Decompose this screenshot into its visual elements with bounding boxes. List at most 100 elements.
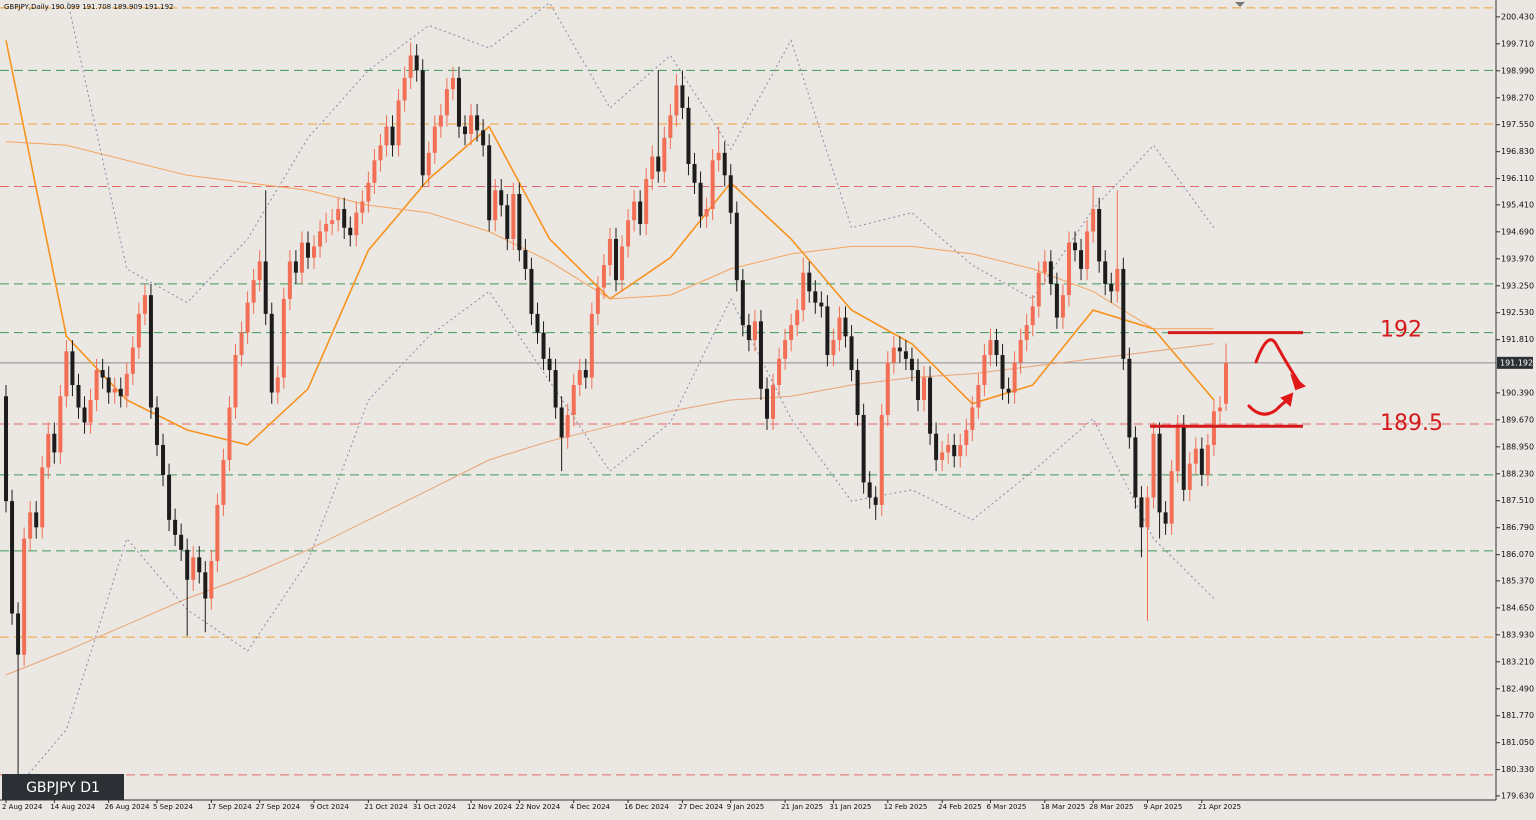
candle-body xyxy=(100,370,105,378)
candle-body xyxy=(148,295,153,408)
candle-body xyxy=(1018,340,1023,363)
x-tick-label: 22 Nov 2024 xyxy=(515,803,560,811)
candle-body xyxy=(867,482,872,498)
y-tick-label: 198.990 xyxy=(1501,66,1534,75)
candle-body xyxy=(293,261,298,273)
x-tick-label: 31 Oct 2024 xyxy=(413,803,457,811)
y-tick-label: 190.390 xyxy=(1501,388,1534,397)
candle-body xyxy=(740,280,745,326)
candle-body xyxy=(1115,268,1120,292)
candle-body xyxy=(595,287,600,314)
candle-body xyxy=(807,272,812,292)
candle-body xyxy=(58,396,63,453)
candle-body xyxy=(209,561,214,599)
y-tick-label: 193.970 xyxy=(1501,254,1534,263)
y-tick-label: 195.410 xyxy=(1501,200,1534,209)
y-tick-label: 180.330 xyxy=(1501,765,1534,774)
candle-body xyxy=(257,261,262,281)
candle-body xyxy=(348,227,353,236)
x-tick-label: 9 Oct 2024 xyxy=(310,803,349,811)
candle-body xyxy=(227,407,232,460)
candle-body xyxy=(885,362,890,415)
candle-body xyxy=(583,370,588,378)
candle-body xyxy=(1012,362,1017,393)
candle-body xyxy=(752,321,757,341)
x-tick-label: 17 Sep 2024 xyxy=(207,803,252,811)
candle-body xyxy=(354,212,359,236)
candle-body xyxy=(819,302,824,307)
candle-body xyxy=(952,444,957,457)
candle-body xyxy=(378,145,383,161)
candle-body xyxy=(559,407,564,438)
symbol-box xyxy=(2,774,124,800)
y-tick-label: 183.930 xyxy=(1501,630,1534,639)
y-tick-label: 188.950 xyxy=(1501,442,1534,451)
candle-body xyxy=(511,194,516,239)
candle-body xyxy=(469,115,474,135)
candle-body xyxy=(76,385,81,408)
candles xyxy=(4,42,1228,775)
candle-body xyxy=(185,549,190,580)
candle-body xyxy=(1097,208,1102,262)
candle-body xyxy=(1127,358,1132,438)
candle-body xyxy=(686,107,691,165)
candle-body xyxy=(233,355,238,408)
candle-body xyxy=(964,429,969,445)
candle-body xyxy=(1103,261,1108,284)
candle-body xyxy=(16,613,21,655)
x-tick-label: 27 Sep 2024 xyxy=(256,803,301,811)
x-tick-label: 27 Dec 2024 xyxy=(678,803,723,811)
candle-body xyxy=(88,400,93,423)
candle-body xyxy=(414,55,419,71)
candle-body xyxy=(553,370,558,408)
candle-body xyxy=(813,291,818,303)
candle-body xyxy=(1169,471,1174,524)
candle-body xyxy=(970,407,975,430)
y-tick-label: 179.630 xyxy=(1501,791,1534,800)
candle-body xyxy=(831,340,836,356)
candle-body xyxy=(710,160,715,209)
candle-body xyxy=(305,242,310,258)
shift-marker xyxy=(1235,2,1245,7)
candle-body xyxy=(601,265,606,288)
candle-body xyxy=(444,89,449,116)
candle-body xyxy=(1157,433,1162,513)
candle-body xyxy=(958,444,963,457)
candle-body xyxy=(46,433,51,468)
candle-body xyxy=(734,212,739,281)
candle-body xyxy=(287,261,292,299)
indicator-line xyxy=(5,141,1214,330)
x-tick-label: 21 Jan 2025 xyxy=(781,803,823,811)
candle-body xyxy=(1024,325,1029,341)
candle-body xyxy=(10,501,15,614)
candle-body xyxy=(849,336,854,371)
y-tick-label: 191.810 xyxy=(1501,335,1534,344)
candle-body xyxy=(1030,306,1035,326)
candle-body xyxy=(1181,426,1186,490)
candle-body xyxy=(487,145,492,221)
candle-body xyxy=(571,385,576,415)
candle-body xyxy=(1139,497,1144,528)
candle-body xyxy=(843,317,848,337)
candle-body xyxy=(179,534,184,550)
candle-body xyxy=(384,126,389,146)
candle-body xyxy=(873,497,878,505)
candle-body xyxy=(1109,283,1114,292)
last-price-box xyxy=(1497,356,1533,369)
y-tick-label: 185.370 xyxy=(1501,576,1534,585)
candle-body xyxy=(994,340,999,356)
candle-body xyxy=(692,164,697,183)
candle-body xyxy=(34,512,39,528)
candle-body xyxy=(541,332,546,359)
candle-body xyxy=(656,156,661,172)
level-lines xyxy=(0,7,1496,776)
candle-body xyxy=(891,347,896,363)
candle-body xyxy=(366,182,371,202)
candle-body xyxy=(450,77,455,90)
candle-body xyxy=(197,557,202,573)
candle-body xyxy=(982,355,987,386)
candle-body xyxy=(481,130,486,146)
y-tick-label: 192.530 xyxy=(1501,308,1534,317)
chart-title: GBPJPY,Daily 190.099 191.708 189.909 191… xyxy=(4,3,173,11)
